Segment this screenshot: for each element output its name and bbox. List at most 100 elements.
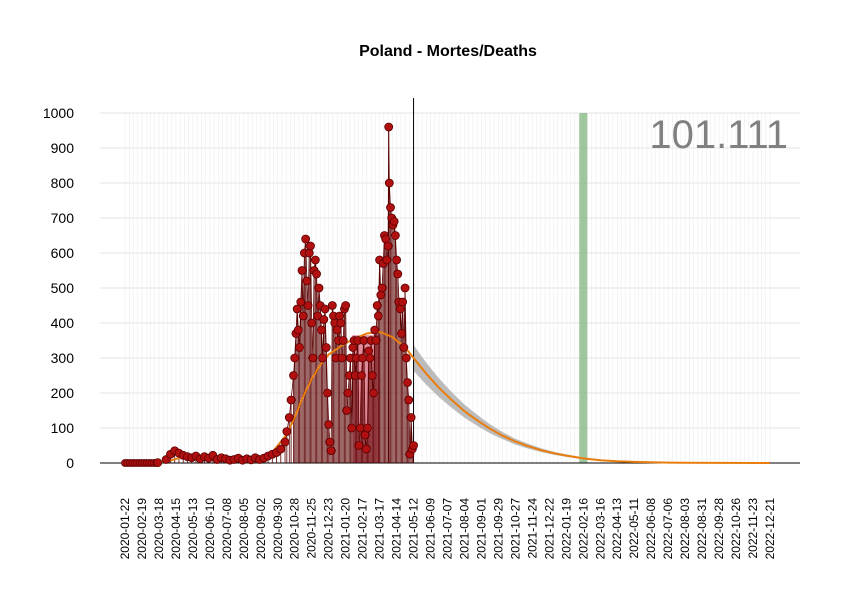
x-tick-label: 2022-09-28 (712, 498, 726, 560)
x-tick-label: 2021-09-29 (491, 498, 505, 560)
chart-title: Poland - Mortes/Deaths (359, 43, 537, 60)
daily-point (319, 315, 329, 324)
daily-point (406, 413, 416, 422)
daily-point (372, 301, 382, 310)
daily-point (325, 437, 335, 447)
uncertainty-band (413, 345, 770, 463)
daily-point (361, 444, 371, 454)
x-tick-label: 2020-11-25 (305, 498, 319, 559)
daily-point (292, 304, 302, 314)
x-tick-label: 2021-12-22 (542, 498, 556, 560)
daily-point (296, 297, 306, 307)
daily-point (343, 388, 353, 398)
x-tick-label: 2022-05-11 (627, 498, 641, 559)
daily-link (312, 270, 315, 359)
daily-point (308, 353, 318, 363)
daily-point (354, 441, 364, 450)
daily-point (369, 388, 378, 398)
daily-link (397, 273, 400, 303)
x-tick-label: 2021-02-17 (356, 498, 370, 560)
daily-points (121, 122, 418, 468)
x-tick-label: 2021-04-14 (390, 498, 404, 560)
uncertainty-band-shape (413, 345, 770, 463)
daily-point (298, 311, 308, 321)
daily-point (284, 413, 294, 422)
daily-point (317, 325, 326, 335)
daily-point (370, 325, 380, 335)
daily-link (310, 245, 313, 324)
daily-point (332, 325, 342, 335)
x-tick-label: 2022-08-31 (695, 498, 709, 560)
daily-point (306, 241, 315, 251)
daily-point (293, 325, 303, 335)
daily-point (323, 388, 332, 398)
daily-point (301, 234, 311, 244)
x-tick-label: 2022-12-21 (763, 498, 777, 560)
x-tick-label: 2021-01-20 (339, 498, 353, 560)
daily-point (367, 371, 377, 380)
y-tick-label: 100 (51, 420, 75, 436)
daily-point (302, 276, 312, 286)
x-tick-label: 2020-08-05 (237, 498, 251, 560)
daily-point (321, 343, 331, 352)
x-tick-label: 2021-05-12 (407, 498, 421, 560)
daily-link (305, 238, 308, 282)
daily-link (327, 392, 330, 425)
x-tick-labels: 2020-01-22 2020-02-19 2020-03-18 2020-04-15… (118, 498, 777, 560)
daily-point (397, 329, 406, 338)
daily-point (320, 304, 330, 314)
peak-band (579, 113, 588, 463)
x-tick-label: 2022-07-06 (661, 498, 675, 560)
daily-point (403, 378, 412, 387)
daily-point (371, 336, 381, 345)
daily-point (404, 395, 414, 405)
daily-point (383, 241, 393, 251)
daily-link (375, 305, 378, 341)
daily-point (318, 353, 328, 363)
y-tick-label: 300 (51, 350, 75, 366)
daily-point (400, 283, 410, 293)
daily-point (327, 301, 337, 310)
daily-point (392, 255, 401, 265)
daily-point (373, 311, 383, 321)
daily-point (342, 406, 352, 415)
daily-point (398, 297, 408, 307)
x-tick-label: 2020-01-22 (118, 498, 132, 560)
x-tick-label: 2020-12-23 (322, 498, 336, 560)
daily-point (359, 336, 369, 345)
y-tick-label: 500 (51, 280, 75, 296)
daily-point (324, 420, 334, 429)
x-tick-label: 2022-10-26 (729, 498, 743, 560)
daily-point (386, 203, 395, 212)
y-tick-label: 0 (66, 455, 74, 471)
daily-point (384, 178, 394, 188)
daily-point (355, 423, 365, 433)
y-tick-labels: 0 100 200 300 400 500 600 700 800 900 1000 (43, 105, 74, 471)
x-tick-label: 2021-08-04 (458, 498, 472, 560)
daily-point (347, 423, 357, 433)
x-tick-label: 2020-09-30 (271, 498, 285, 560)
daily-point (297, 266, 307, 275)
y-tick-label: 400 (51, 315, 75, 331)
y-tick-label: 1000 (43, 105, 74, 121)
daily-point (337, 353, 347, 363)
x-tick-label: 2020-10-28 (288, 498, 302, 560)
peak-band-rect (579, 113, 588, 463)
daily-point (365, 353, 375, 363)
daily-link (367, 350, 370, 429)
x-tick-label: 2022-08-03 (678, 498, 692, 560)
x-tick-label: 2022-02-16 (576, 498, 590, 560)
x-tick-label: 2022-01-19 (559, 498, 573, 560)
daily-point (310, 255, 320, 265)
daily-point (409, 441, 418, 450)
daily-point (314, 283, 324, 293)
x-tick-label: 2021-09-01 (474, 498, 488, 560)
daily-point (363, 423, 372, 433)
daily-point (384, 122, 394, 132)
x-tick-label: 2020-09-02 (254, 498, 268, 560)
daily-link (325, 347, 328, 394)
y-tick-label: 600 (51, 245, 75, 261)
x-tick-label: 2020-05-13 (186, 498, 200, 560)
x-tick-label: 2021-07-07 (441, 498, 455, 560)
